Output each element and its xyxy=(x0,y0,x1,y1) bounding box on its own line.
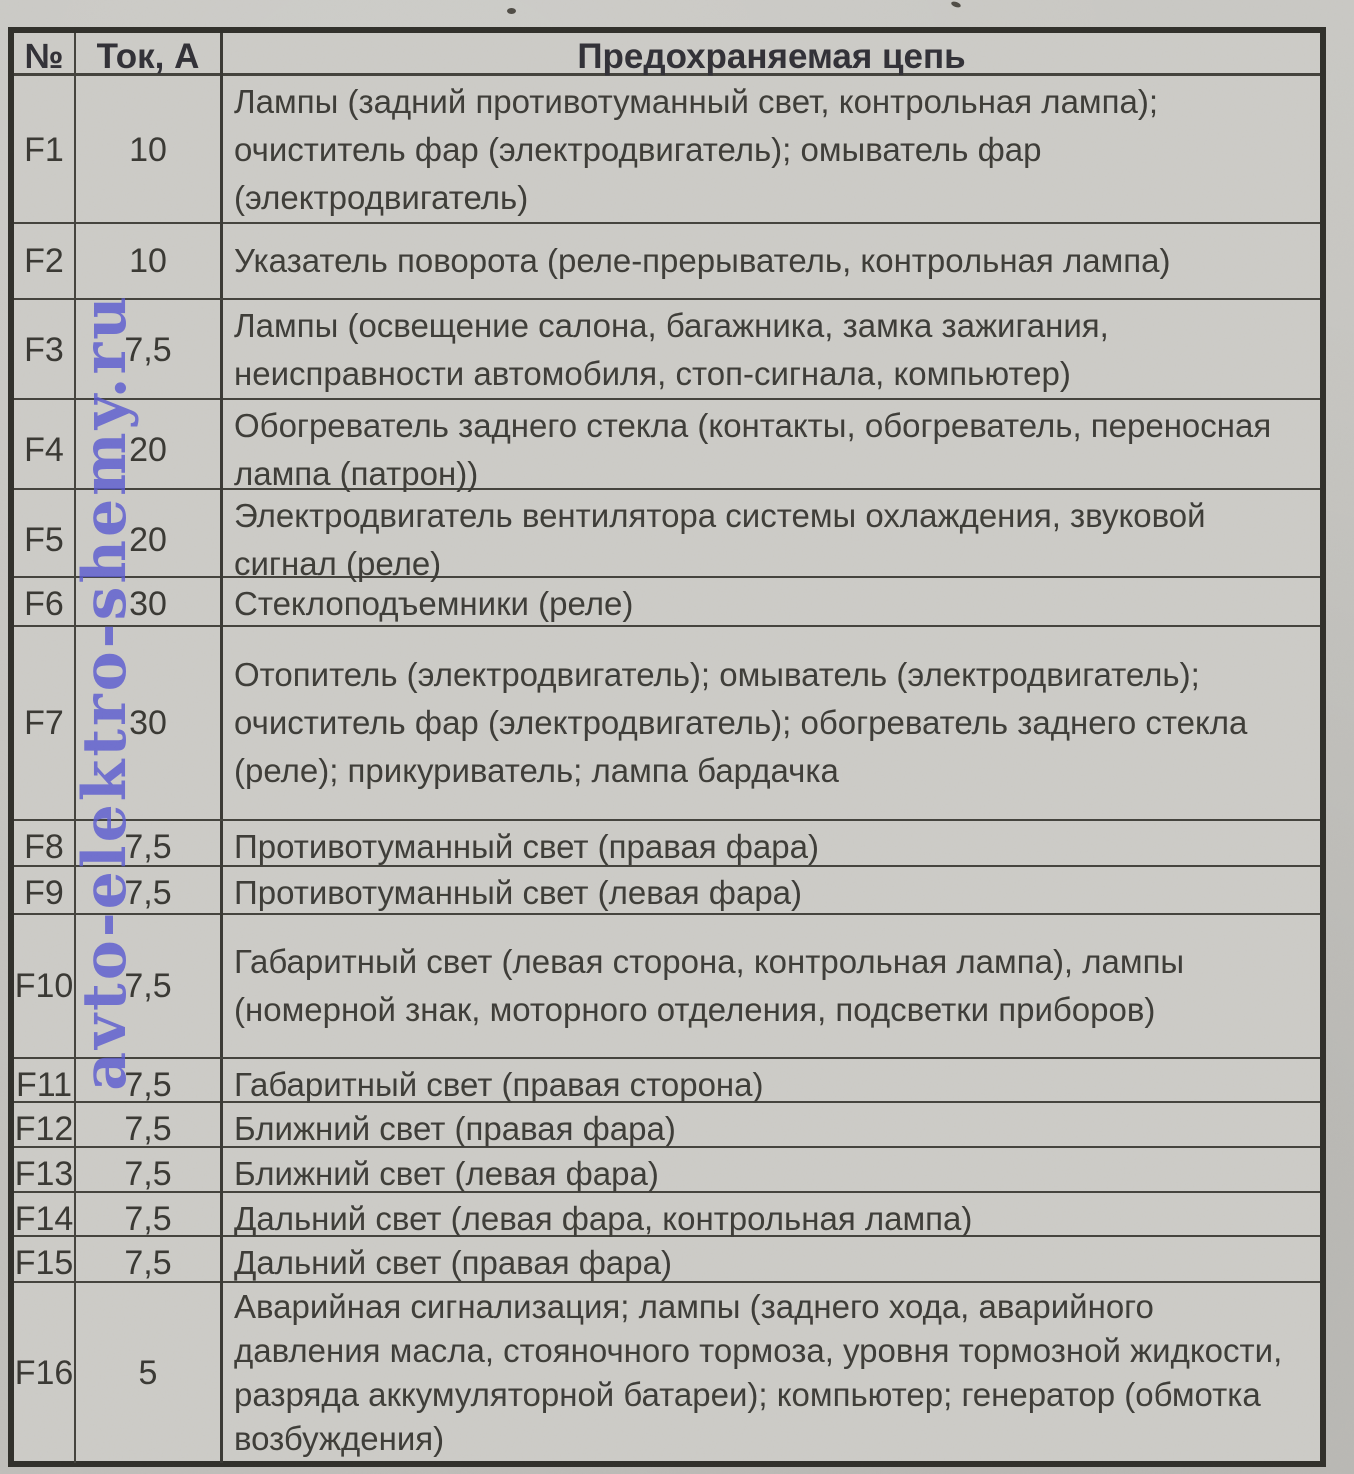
fuse-current: 10 xyxy=(76,76,223,224)
table-row: F10 7,5 Габаритный свет (левая сторона, … xyxy=(14,913,1320,1057)
fuse-id: F5 xyxy=(14,490,76,590)
fuse-circuit: Указатель поворота (реле-прерыватель, ко… xyxy=(234,242,1171,279)
fuse-current: 7,5 xyxy=(76,821,223,873)
fuse-circuit: Габаритный свет (левая сторона, контроль… xyxy=(234,943,1185,1028)
fuse-id: F2 xyxy=(14,224,76,298)
fuse-circuit: Дальний свет (правая фара) xyxy=(234,1244,672,1281)
fuse-circuit: Отопитель (электродвигатель); омыватель … xyxy=(234,656,1248,789)
fuse-id: F4 xyxy=(14,400,76,500)
header-current: Ток, А xyxy=(76,33,223,81)
fuse-circuit: Обогреватель заднего стекла (контакты, о… xyxy=(234,407,1272,492)
table-row: F3 7,5 Лампы (освещение салона, багажник… xyxy=(14,298,1320,400)
table-row: F4 20 Обогреватель заднего стекла (конта… xyxy=(14,398,1320,500)
fuse-id: F1 xyxy=(14,76,76,224)
table-row: F13 7,5 Ближний свет (левая фара) xyxy=(14,1146,1320,1200)
scan-artifact xyxy=(507,8,516,14)
fuse-current: 20 xyxy=(76,400,223,500)
fuse-circuit: Противотуманный свет (правая фара) xyxy=(234,828,819,865)
fuse-current: 30 xyxy=(76,578,223,630)
fuse-current: 7,5 xyxy=(76,300,223,400)
fuse-id: F10 xyxy=(14,915,76,1057)
fuse-id: F8 xyxy=(14,821,76,873)
fuse-current: 7,5 xyxy=(76,915,223,1057)
fuse-box-table: № Ток, А Предохраняемая цепь F1 10 Лампы… xyxy=(8,27,1326,1467)
table-row: F15 7,5 Дальний свет (правая фара) xyxy=(14,1235,1320,1289)
table-row: F6 30 Стеклоподъемники (реле) xyxy=(14,576,1320,630)
fuse-current: 5 xyxy=(76,1283,223,1463)
fuse-id: F6 xyxy=(14,578,76,630)
fuse-circuit: Противотуманный свет (левая фара) xyxy=(234,874,803,911)
fuse-current: 30 xyxy=(76,627,223,819)
table-row: F8 7,5 Противотуманный свет (правая фара… xyxy=(14,819,1320,873)
scan-artifact xyxy=(950,0,962,9)
table-row: F9 7,5 Противотуманный свет (левая фара) xyxy=(14,865,1320,919)
fuse-id: F3 xyxy=(14,300,76,400)
fuse-circuit: Электродвигатель вентилятора системы охл… xyxy=(234,497,1206,582)
table-row: F1 10 Лампы (задний противотуманный свет… xyxy=(14,74,1320,224)
fuse-id: F15 xyxy=(14,1237,76,1289)
table-row: F2 10 Указатель поворота (реле-прерывате… xyxy=(14,222,1320,298)
fuse-current: 7,5 xyxy=(76,1237,223,1289)
table-row: F5 20 Электродвигатель вентилятора систе… xyxy=(14,488,1320,590)
fuse-current: 7,5 xyxy=(76,867,223,919)
table-row: F7 30 Отопитель (электродвигатель); омыв… xyxy=(14,625,1320,819)
fuse-circuit: Стеклоподъемники (реле) xyxy=(234,585,634,622)
fuse-id: F9 xyxy=(14,867,76,919)
table-row: F11 7,5 Габаритный свет (правая сторона) xyxy=(14,1057,1320,1111)
header-fuse-number: № xyxy=(14,33,76,81)
table-row: F14 7,5 Дальний свет (левая фара, контро… xyxy=(14,1191,1320,1245)
fuse-circuit: Лампы (освещение салона, багажника, замк… xyxy=(234,307,1109,392)
fuse-id: F16 xyxy=(14,1283,76,1463)
header-protected-circuit: Предохраняемая цепь xyxy=(577,37,966,76)
fuse-circuit: Лампы (задний противотуманный свет, конт… xyxy=(234,83,1158,216)
fuse-current: 20 xyxy=(76,490,223,590)
fuse-current: 10 xyxy=(76,224,223,298)
table-header-row: № Ток, А Предохраняемая цепь xyxy=(14,33,1320,81)
fuse-circuit: Аварийная сигнализация; лампы (заднего х… xyxy=(234,1288,1283,1457)
table-row: F12 7,5 Ближний свет (правая фара) xyxy=(14,1101,1320,1155)
table-row: F16 5 Аварийная сигнализация; лампы (зад… xyxy=(14,1281,1320,1463)
fuse-id: F7 xyxy=(14,627,76,819)
